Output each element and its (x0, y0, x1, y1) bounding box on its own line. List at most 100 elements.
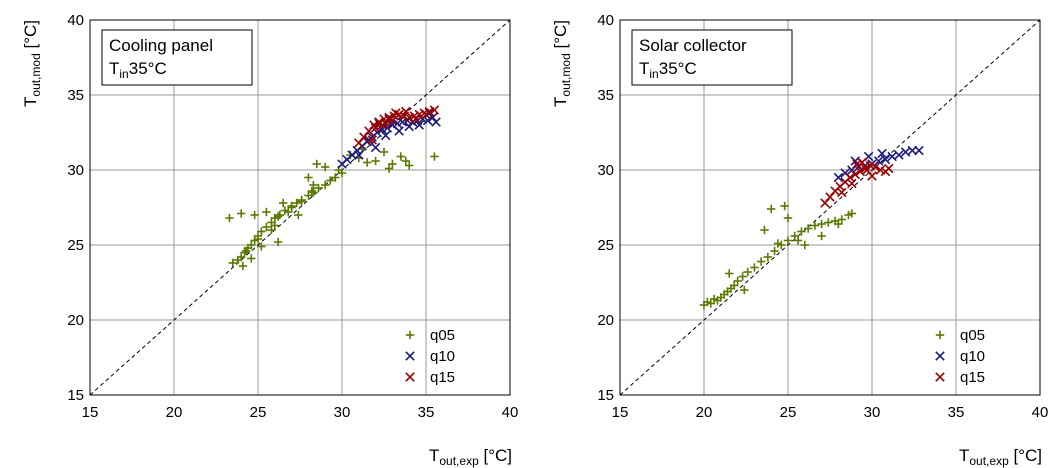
data-point (396, 152, 405, 161)
data-point (797, 227, 806, 236)
data-point (852, 159, 862, 169)
data-point (862, 165, 872, 175)
legend-marker (405, 372, 415, 382)
data-point (304, 173, 313, 182)
x-tick-label: 15 (82, 404, 99, 421)
data-point (312, 159, 321, 169)
data-point (743, 267, 752, 277)
data-point (767, 204, 776, 214)
data-point (292, 198, 301, 208)
data-point (238, 261, 248, 271)
chart-cooling-panel: 15 20 25 30 35 40 15 20 25 30 35 40 Tout,exp [°C] Tou… (21, 12, 518, 468)
data-point (800, 240, 809, 250)
data-point (730, 281, 739, 290)
data-point (411, 114, 421, 124)
data-point (733, 276, 742, 286)
data-point (847, 178, 857, 189)
y-axis-title: Tout,mod [°C] (551, 20, 573, 107)
data-point (773, 239, 783, 248)
data-point (377, 120, 388, 130)
data-point (817, 231, 826, 241)
data-point (388, 159, 397, 169)
data-point (817, 219, 826, 229)
data-point (836, 187, 847, 198)
data-point (803, 224, 813, 233)
data-point (847, 209, 857, 218)
data-point (914, 145, 924, 156)
series-q05 (225, 144, 439, 271)
data-point (706, 299, 715, 308)
data-point (833, 172, 844, 183)
data-point (228, 258, 237, 268)
x-tick-label: 25 (250, 404, 267, 421)
data-point (770, 246, 779, 256)
data-point (414, 120, 425, 130)
data-point (429, 105, 440, 115)
annotation-line-2: Tin35°C (109, 59, 167, 81)
annotation-line-1: Solar collector (639, 36, 747, 55)
data-point (321, 162, 330, 172)
data-point (250, 210, 259, 220)
x-tick-label: 30 (334, 404, 351, 421)
data-point (750, 263, 759, 272)
reference-line (89, 19, 511, 396)
data-point (284, 207, 293, 217)
data-point (884, 163, 894, 174)
x-tick-label: 20 (696, 404, 713, 421)
data-point (877, 148, 887, 159)
y-axis-title: Tout,mod [°C] (21, 20, 43, 107)
reference-line (619, 19, 1041, 396)
data-point (390, 108, 401, 118)
data-point (740, 285, 749, 295)
data-point (427, 112, 438, 123)
x-tick-label: 35 (948, 404, 965, 421)
data-point (262, 222, 271, 232)
legend-label: q15 (430, 369, 455, 386)
legend: q05 q10 q15 (935, 327, 985, 386)
y-tick-label: 20 (67, 312, 84, 329)
data-point (783, 236, 793, 245)
legend-label: q05 (430, 327, 455, 344)
data-point (294, 210, 303, 220)
data-point (267, 225, 276, 235)
data-point (384, 164, 394, 173)
legend-label: q10 (960, 348, 985, 365)
data-point (810, 221, 820, 230)
data-point (240, 248, 249, 257)
data-point (394, 126, 404, 136)
y-tick-label: 25 (67, 237, 84, 254)
data-point (370, 142, 381, 153)
data-point (237, 252, 246, 262)
data-point (242, 246, 251, 256)
data-point (845, 172, 855, 183)
series-q15 (354, 105, 440, 148)
legend-marker (935, 372, 945, 382)
data-point (262, 207, 271, 217)
series-q15 (820, 157, 894, 208)
data-point (834, 219, 843, 229)
y-tick-label: 15 (597, 387, 614, 404)
chart-solar-collector: 15 20 25 30 35 40 15 20 25 30 35 40 Tout,exp [°C] Tou… (551, 12, 1048, 468)
data-point (364, 135, 374, 145)
data-point (273, 237, 283, 247)
data-point (430, 152, 439, 161)
x-tick-label: 30 (864, 404, 881, 421)
data-point (725, 269, 734, 278)
data-point (880, 154, 891, 165)
annotation-box: Solar collector Tin35°C (631, 29, 793, 86)
legend-marker (935, 351, 945, 361)
data-point (780, 201, 789, 211)
y-tick-label: 30 (597, 162, 614, 179)
x-tick-label: 25 (780, 404, 797, 421)
annotation-line-2: Tin35°C (639, 59, 697, 81)
data-point (273, 212, 283, 221)
data-point (422, 115, 433, 126)
data-point (279, 198, 288, 208)
y-tick-label: 25 (597, 237, 614, 254)
data-point (850, 169, 860, 180)
data-point (894, 150, 904, 160)
data-point (421, 109, 431, 120)
data-point (253, 234, 263, 244)
data-point (405, 161, 414, 170)
data-point (387, 115, 398, 126)
